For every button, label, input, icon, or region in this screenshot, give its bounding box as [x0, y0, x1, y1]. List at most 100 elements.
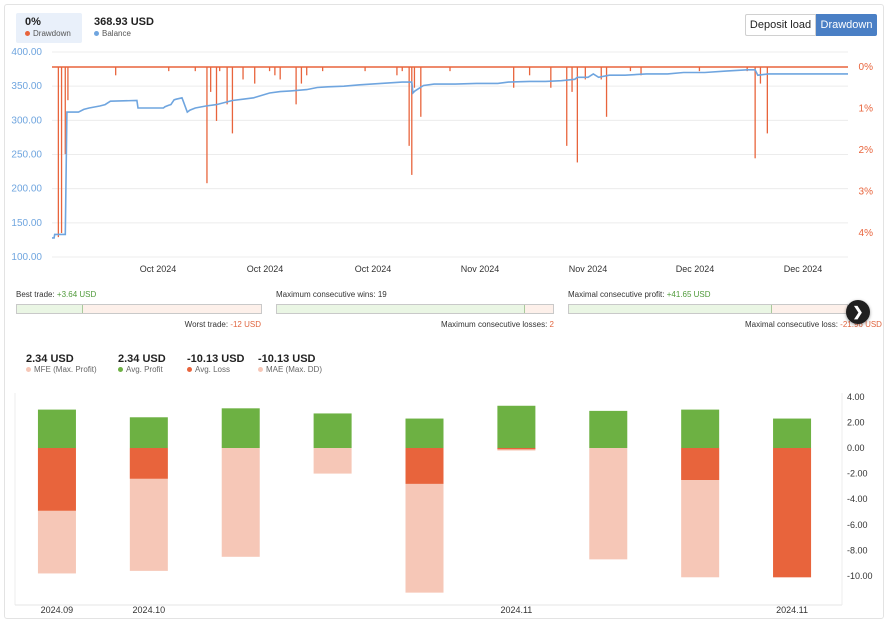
mae-value: -10.13 USD — [258, 353, 316, 365]
avg-loss-dot-icon — [187, 367, 192, 372]
consec-loss-label: Maximal consecutive loss: — [745, 320, 838, 329]
avg-loss-bar — [681, 448, 720, 480]
avg-profit-bar — [773, 418, 812, 448]
avg-profit-bar — [129, 417, 168, 448]
balance-label: Balance — [102, 29, 131, 38]
mfe-legend: MFE (Max. Profit) — [26, 365, 97, 374]
best-trade-value: +3.64 USD — [56, 290, 97, 299]
y-tick-label: -10.00 — [847, 571, 873, 581]
y-tick-label: -4.00 — [847, 494, 868, 504]
worst-trade-label: Worst trade: — [184, 320, 229, 329]
mfe-label: MFE (Max. Profit) — [34, 365, 97, 374]
avg-profit-bar — [221, 408, 260, 448]
consec-wins-stat: Maximum consecutive wins: 19 — [276, 290, 387, 299]
drawdown-label: Drawdown — [33, 29, 71, 38]
balance-line — [52, 69, 848, 239]
consec-profit-fill — [569, 305, 772, 313]
worst-trade-value: -12 USD — [230, 320, 261, 329]
avg-loss-value: -10.13 USD — [187, 353, 245, 365]
y-left-tick-label: 250.00 — [11, 150, 42, 161]
x-tick-label: Oct 2024 — [247, 264, 284, 274]
avg-loss-bar — [129, 448, 168, 479]
y-left-tick-label: 200.00 — [11, 184, 42, 195]
avg-profit-label: Avg. Profit — [126, 365, 163, 374]
avg-profit-bar — [497, 405, 536, 448]
x-category-label: 2024.11 — [500, 605, 532, 615]
best-worst-trade-bar — [16, 304, 262, 314]
mfe-dot-icon — [26, 367, 31, 372]
deposit-load-button[interactable]: Deposit load — [745, 14, 816, 36]
y-tick-label: -2.00 — [847, 469, 868, 479]
consec-losses-label: Maximum consecutive losses: — [441, 320, 548, 329]
x-category-label: 2024.09 — [41, 605, 74, 615]
x-tick-label: Oct 2024 — [140, 264, 177, 274]
avg-loss-legend: Avg. Loss — [187, 365, 230, 374]
avg-loss-bar — [405, 448, 444, 484]
consec-profit-loss-bar — [568, 304, 848, 314]
y-left-tick-label: 400.00 — [11, 47, 42, 58]
y-right-tick-label: 0% — [859, 62, 874, 73]
y-tick-label: -6.00 — [847, 520, 868, 530]
y-right-tick-label: 4% — [859, 228, 874, 239]
chevron-right-icon: ❯ — [852, 304, 864, 319]
avg-profit-bar — [681, 409, 720, 448]
mae-bar — [221, 448, 260, 557]
mae-dot-icon — [258, 367, 263, 372]
worst-trade-fill — [82, 305, 261, 313]
x-category-label: 2024.11 — [776, 605, 808, 615]
balance-legend: Balance — [94, 29, 131, 38]
consec-loss-fill — [771, 305, 847, 313]
best-trade-fill — [17, 305, 83, 313]
consec-wins-label: Maximum consecutive wins: — [276, 290, 376, 299]
y-right-tick-label: 3% — [859, 187, 874, 198]
y-tick-label: 0.00 — [847, 443, 865, 453]
next-arrow-button[interactable]: ❯ — [846, 300, 870, 324]
x-tick-label: Dec 2024 — [676, 264, 715, 274]
mae-bar — [313, 448, 352, 474]
balance-dot-icon — [94, 31, 99, 36]
y-tick-label: 2.00 — [847, 417, 865, 427]
mae-legend: MAE (Max. DD) — [258, 365, 322, 374]
y-tick-label: 4.00 — [847, 392, 865, 402]
avg-loss-label: Avg. Loss — [195, 365, 230, 374]
drawdown-dot-icon — [25, 31, 30, 36]
consec-loss-stat: Maximal consecutive loss: -21.96 USD — [745, 320, 882, 329]
mfe-value: 2.34 USD — [26, 353, 74, 365]
avg-loss-bar — [773, 448, 812, 578]
best-trade-stat: Best trade: +3.64 USD — [16, 290, 96, 299]
consec-wins-losses-bar — [276, 304, 554, 314]
consec-losses-stat: Maximum consecutive losses: 2 — [441, 320, 554, 329]
consec-loss-value: -21.96 USD — [840, 320, 882, 329]
x-tick-label: Oct 2024 — [355, 264, 392, 274]
drawdown-legend-box — [16, 13, 82, 43]
y-left-tick-label: 300.00 — [11, 115, 42, 126]
drawdown-value: 0% — [25, 16, 41, 28]
mae-label: MAE (Max. DD) — [266, 365, 322, 374]
worst-trade-stat: Worst trade: -12 USD — [185, 320, 261, 329]
monthly-mfe-mae-chart: 4.00 2.00 0.00 -2.00 -4.00 -6.00 -8.00 -10.00 20… — [14, 392, 873, 615]
consec-profit-value: +41.65 USD — [666, 290, 711, 299]
best-trade-label: Best trade: — [16, 290, 55, 299]
avg-profit-dot-icon — [118, 367, 123, 372]
y-tick-label: -8.00 — [847, 545, 868, 555]
y-left-tick-label: 350.00 — [11, 81, 42, 92]
x-tick-label: Nov 2024 — [461, 264, 500, 274]
y-right-tick-label: 2% — [859, 145, 874, 156]
drawdown-button[interactable]: Drawdown — [816, 14, 877, 36]
consec-profit-label: Maximal consecutive profit: — [568, 290, 665, 299]
consec-losses-value: 2 — [549, 320, 554, 329]
avg-profit-bar — [589, 410, 628, 448]
consec-wins-fill — [277, 305, 526, 313]
avg-loss-bar — [37, 448, 76, 511]
avg-profit-bar — [405, 418, 444, 448]
avg-profit-bar — [313, 413, 352, 448]
avg-loss-bar — [497, 448, 536, 450]
consec-losses-fill — [525, 305, 553, 313]
x-tick-label: Nov 2024 — [569, 264, 608, 274]
balance-drawdown-chart: 400.00 350.00 300.00 250.00 200.00 150.00 100.… — [11, 47, 874, 274]
avg-profit-value: 2.34 USD — [118, 353, 166, 365]
y-left-tick-label: 150.00 — [11, 218, 42, 229]
drawdown-legend: Drawdown — [25, 29, 71, 38]
mae-bar — [589, 448, 628, 560]
consec-wins-value: 19 — [377, 290, 387, 299]
